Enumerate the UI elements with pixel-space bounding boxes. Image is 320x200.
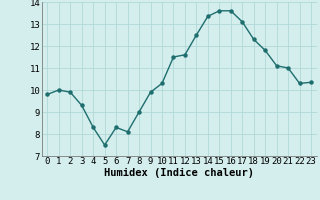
X-axis label: Humidex (Indice chaleur): Humidex (Indice chaleur) <box>104 168 254 178</box>
